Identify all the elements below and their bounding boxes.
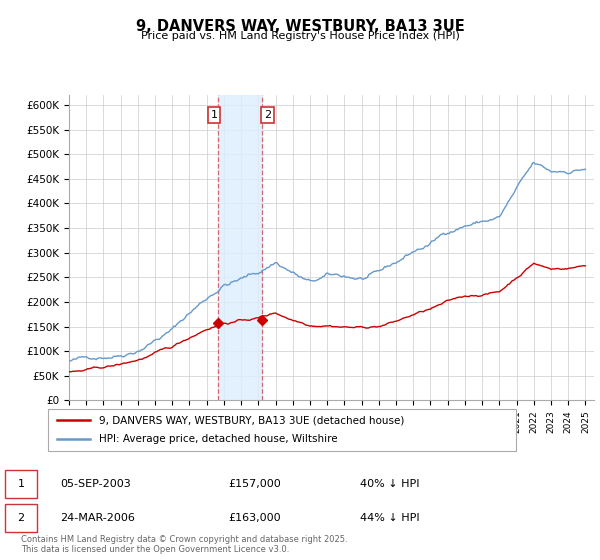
FancyBboxPatch shape <box>48 409 516 451</box>
Text: 1: 1 <box>17 479 25 489</box>
Text: Price paid vs. HM Land Registry's House Price Index (HPI): Price paid vs. HM Land Registry's House … <box>140 31 460 41</box>
Text: 1: 1 <box>211 110 218 120</box>
Text: 9, DANVERS WAY, WESTBURY, BA13 3UE (detached house): 9, DANVERS WAY, WESTBURY, BA13 3UE (deta… <box>100 415 405 425</box>
Text: HPI: Average price, detached house, Wiltshire: HPI: Average price, detached house, Wilt… <box>100 435 338 445</box>
Text: 9, DANVERS WAY, WESTBURY, BA13 3UE: 9, DANVERS WAY, WESTBURY, BA13 3UE <box>136 19 464 34</box>
Text: £163,000: £163,000 <box>228 513 281 523</box>
Text: 05-SEP-2003: 05-SEP-2003 <box>60 479 131 489</box>
Text: Contains HM Land Registry data © Crown copyright and database right 2025.
This d: Contains HM Land Registry data © Crown c… <box>21 535 347 554</box>
Text: 2: 2 <box>17 513 25 523</box>
Bar <box>218 95 262 400</box>
Text: 2: 2 <box>264 110 271 120</box>
Text: 40% ↓ HPI: 40% ↓ HPI <box>360 479 419 489</box>
Text: 24-MAR-2006: 24-MAR-2006 <box>60 513 135 523</box>
Text: 44% ↓ HPI: 44% ↓ HPI <box>360 513 419 523</box>
Text: £157,000: £157,000 <box>228 479 281 489</box>
